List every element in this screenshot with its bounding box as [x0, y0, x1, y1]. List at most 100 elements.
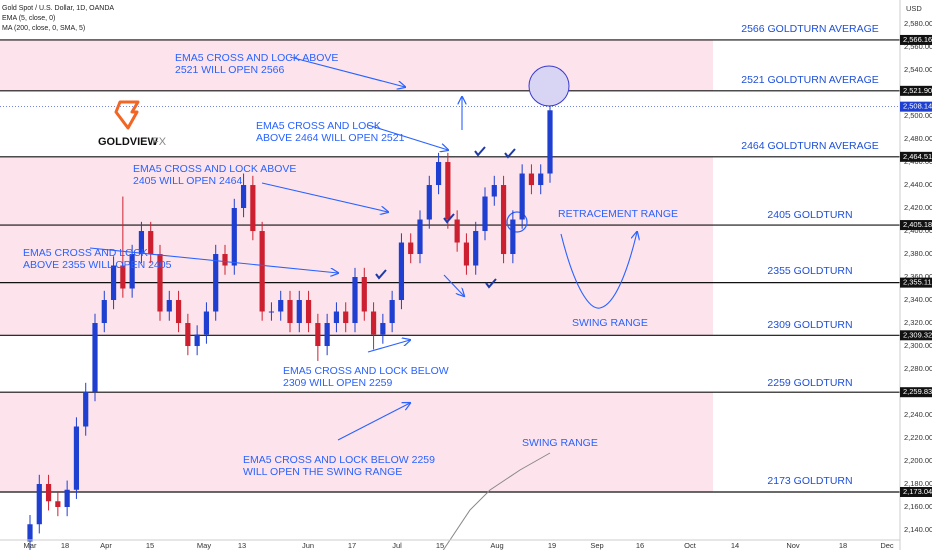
candle-body	[231, 208, 237, 266]
levels	[0, 39, 900, 493]
level-price: 2,309.323	[903, 330, 932, 339]
x-tick-label: Jun	[302, 541, 314, 550]
level-label: 2464 GOLDTURN AVERAGE	[741, 140, 879, 152]
x-tick-label: Apr	[100, 541, 112, 550]
candle-body	[259, 231, 265, 312]
level-price: 2,521.909	[903, 86, 932, 95]
level-tag	[900, 220, 932, 231]
logo: GOLDVIEW FX	[98, 100, 167, 148]
candle-body	[333, 311, 340, 324]
candle-body	[473, 231, 479, 266]
candle-body	[129, 254, 135, 289]
highlight-circle	[528, 65, 570, 107]
candle-body	[250, 185, 256, 232]
candle-body	[435, 162, 442, 186]
candle-body	[324, 323, 330, 347]
indicator: EMA (5, close, 0)	[2, 15, 55, 22]
annotation: 2521 WILL OPEN 2566	[175, 64, 285, 76]
candle-body	[482, 196, 488, 232]
annotation: EMA5 CROSS AND LOCK BELOW	[283, 365, 449, 377]
x-tick-label: Mar	[24, 541, 37, 550]
level-tag	[900, 34, 932, 45]
y-tick-label: 2,580.000	[904, 19, 932, 28]
level-label: 2309 GOLDTURN	[767, 319, 852, 331]
level-price: 2,405.186	[903, 220, 932, 229]
candle-body	[519, 173, 525, 220]
axis-labels: 2,580.0002,560.0002,540.0002,520.0002,50…	[24, 19, 932, 550]
level-label: 2405 GOLDTURN	[767, 209, 852, 221]
candle-body	[203, 311, 210, 335]
candle-body	[361, 277, 367, 312]
candle-body	[398, 242, 405, 301]
zones	[0, 39, 713, 492]
y-tick-label: 2,200.000	[904, 456, 932, 465]
y-tick-label: 2,280.000	[904, 364, 932, 373]
candle-body	[120, 265, 126, 289]
annotation: ABOVE 2464 WILL OPEN 2521	[256, 132, 405, 144]
candle-body	[166, 300, 172, 312]
candle-body	[500, 185, 507, 255]
candle-body	[305, 300, 312, 324]
y-tick-label: 2,380.000	[904, 249, 932, 258]
annotations: 2566 GOLDTURN AVERAGE 2521 GOLDTURN AVERA…	[23, 23, 879, 487]
x-tick-label: 14	[731, 541, 739, 550]
annotation: EMA5 CROSS AND LOCK BELOW 2259	[243, 454, 435, 466]
candle-body	[213, 254, 219, 312]
logo-suffix: FX	[152, 136, 167, 148]
annotation: WILL OPEN THE SWING RANGE	[243, 466, 402, 478]
candle-body	[491, 185, 497, 197]
range-label: RETRACEMENT RANGE	[558, 208, 678, 220]
last-price: 2,508.140	[903, 102, 932, 111]
annotation: EMA5 CROSS AND LOCK	[23, 247, 148, 259]
x-tick-label: 16	[636, 541, 644, 550]
annotation: 2309 WILL OPEN 2259	[283, 377, 393, 389]
level-tag	[900, 85, 932, 96]
candle-body	[426, 185, 432, 220]
candle-body	[463, 242, 470, 266]
level-label: 2173 GOLDTURN	[767, 475, 852, 487]
candle-body	[296, 300, 302, 324]
candle-body	[417, 219, 423, 255]
candle-body	[110, 265, 117, 301]
candle-body	[445, 162, 451, 220]
x-tick-label: 17	[348, 541, 356, 550]
y-tick-label: 2,560.000	[904, 42, 932, 51]
x-tick-label: May	[197, 541, 211, 550]
candle-body	[55, 501, 61, 507]
level-label: 2566 GOLDTURN AVERAGE	[741, 23, 879, 35]
x-tick-label: Dec	[880, 541, 894, 550]
candle-body	[240, 185, 247, 209]
candle-body	[222, 254, 228, 266]
candle-body	[92, 323, 98, 393]
x-tick-label: Oct	[684, 541, 697, 550]
y-tick-label: 2,300.000	[904, 341, 932, 350]
candle-body	[45, 483, 52, 502]
level-label: 2355 GOLDTURN	[767, 265, 852, 277]
candle-body	[278, 300, 284, 312]
indicator: MA (200, close, 0, SMA, 5)	[2, 25, 85, 32]
level-price: 2,355.117	[903, 278, 932, 287]
candle-body	[73, 426, 80, 490]
y-tick-label: 2,340.000	[904, 295, 932, 304]
candle-body	[27, 524, 33, 542]
level-tag	[900, 330, 932, 341]
candle-body	[352, 277, 358, 324]
candle-body	[343, 311, 349, 324]
chart-title: Gold Spot / U.S. Dollar, 1D, OANDA	[2, 5, 114, 12]
currency: USD	[906, 4, 922, 13]
y-tick-label: 2,400.000	[904, 226, 932, 235]
y-tick-label: 2,180.000	[904, 479, 932, 488]
arrows	[89, 56, 637, 441]
annotation: ABOVE 2355 WILL OPEN 2405	[23, 259, 172, 271]
x-tick-label: Nov	[786, 541, 800, 550]
level-tag	[900, 277, 932, 288]
level-price: 2,566.160	[903, 35, 932, 44]
x-tick-label: 18	[839, 541, 847, 550]
level-price: 2,259.830	[903, 387, 932, 396]
candle-body	[389, 300, 395, 324]
level-label: 2259 GOLDTURN	[767, 377, 852, 389]
candle-body	[194, 334, 200, 347]
y-tick-label: 2,320.000	[904, 318, 932, 327]
y-tick-label: 2,420.000	[904, 203, 932, 212]
annotation: EMA5 CROSS AND LOCK ABOVE	[133, 163, 296, 175]
